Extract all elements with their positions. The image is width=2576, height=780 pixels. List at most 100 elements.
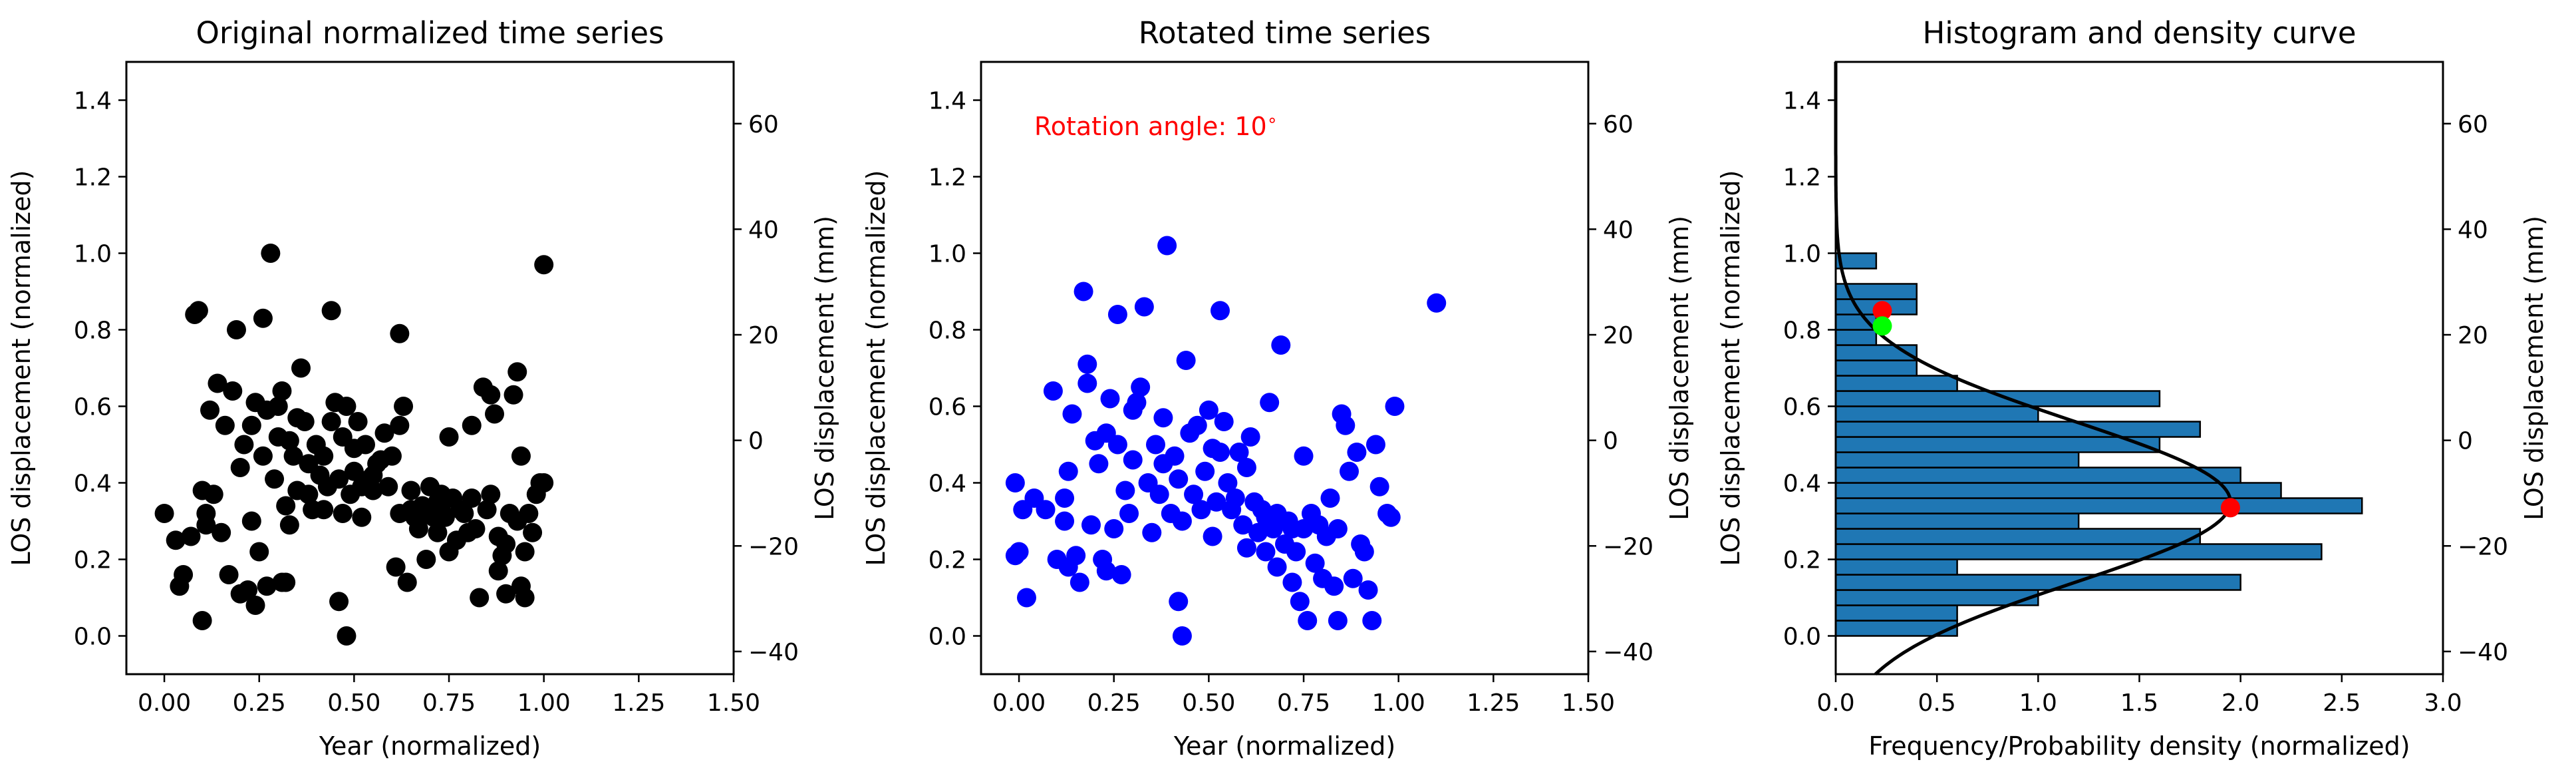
data-point bbox=[439, 427, 459, 447]
y-tick-label: 1.2 bbox=[1783, 164, 1821, 192]
chart-title: Histogram and density curve bbox=[1922, 15, 2356, 51]
data-point bbox=[1115, 481, 1135, 500]
data-point bbox=[1320, 488, 1340, 508]
y-tick-label: 0.6 bbox=[74, 394, 112, 421]
data-point bbox=[1210, 443, 1230, 462]
y2-tick-label: 40 bbox=[2458, 216, 2488, 244]
y-tick-label: 0.2 bbox=[74, 547, 112, 574]
y-tick-label: 1.0 bbox=[929, 241, 966, 268]
data-point bbox=[291, 358, 311, 378]
curve-marker bbox=[2220, 498, 2240, 518]
data-point bbox=[181, 526, 201, 546]
y2-axis-label: LOS displacement (mm) bbox=[810, 216, 839, 520]
data-point bbox=[1203, 526, 1222, 546]
data-point bbox=[283, 446, 303, 466]
data-point bbox=[1225, 488, 1245, 508]
data-point bbox=[295, 412, 315, 431]
y2-tick-label: 0 bbox=[748, 428, 764, 455]
data-point bbox=[462, 488, 482, 508]
data-point bbox=[1358, 580, 1378, 600]
data-point bbox=[1043, 381, 1063, 401]
data-point bbox=[241, 511, 261, 531]
x-tick-label: 0.5 bbox=[1918, 689, 1956, 717]
axes-frame bbox=[980, 61, 1590, 676]
x-tick-label: 0.00 bbox=[992, 689, 1046, 717]
data-point bbox=[321, 301, 341, 321]
histogram-bar bbox=[1834, 497, 2363, 514]
data-point bbox=[363, 481, 383, 500]
data-point bbox=[1294, 446, 1314, 466]
data-point bbox=[1248, 522, 1268, 542]
data-point bbox=[488, 561, 508, 581]
data-point bbox=[188, 301, 208, 321]
data-point bbox=[1369, 477, 1389, 496]
data-point bbox=[223, 381, 243, 401]
data-point bbox=[276, 496, 296, 516]
data-point bbox=[279, 515, 299, 535]
histogram-bar bbox=[1834, 436, 2161, 453]
data-point bbox=[397, 572, 417, 592]
y-tick-label: 0.8 bbox=[1783, 317, 1821, 345]
data-point bbox=[238, 580, 258, 600]
y2-tick-label: 60 bbox=[2458, 111, 2488, 138]
data-point bbox=[1427, 293, 1447, 313]
y-tick-label: 1.4 bbox=[1783, 88, 1821, 115]
data-point bbox=[1107, 435, 1127, 455]
data-point bbox=[215, 415, 235, 435]
axes-frame bbox=[125, 61, 735, 676]
data-point bbox=[321, 412, 341, 431]
y-axis-label: LOS displacement (normalized) bbox=[1716, 170, 1745, 566]
data-point bbox=[1354, 542, 1374, 562]
chart-title: Original normalized time series bbox=[196, 15, 664, 51]
x-tick-label: 1.25 bbox=[1467, 689, 1520, 717]
x-tick-label: 1.25 bbox=[612, 689, 665, 717]
data-point bbox=[1165, 446, 1185, 466]
data-point bbox=[1142, 522, 1162, 542]
data-point bbox=[1236, 458, 1256, 477]
data-point bbox=[470, 588, 490, 608]
data-point bbox=[1385, 397, 1405, 416]
y-tick-label: 0.4 bbox=[74, 471, 112, 498]
x-tick-label: 0.25 bbox=[233, 689, 286, 717]
data-point bbox=[401, 481, 421, 500]
x-tick-label: 3.0 bbox=[2424, 689, 2462, 717]
data-point bbox=[1236, 538, 1256, 558]
data-point bbox=[1149, 485, 1169, 504]
data-point bbox=[261, 244, 281, 263]
data-point bbox=[1267, 557, 1287, 577]
data-point bbox=[378, 477, 398, 496]
data-point bbox=[1100, 389, 1120, 409]
y2-tick-label: 0 bbox=[1603, 428, 1618, 455]
x-tick-label: 0.0 bbox=[1816, 689, 1854, 717]
x-tick-label: 0.25 bbox=[1087, 689, 1141, 717]
data-point bbox=[1073, 282, 1093, 301]
data-point bbox=[253, 446, 273, 466]
y2-tick-label: 20 bbox=[748, 322, 779, 349]
data-point bbox=[1089, 454, 1109, 474]
x-tick-label: 1.50 bbox=[707, 689, 760, 717]
data-point bbox=[1294, 519, 1314, 538]
data-point bbox=[1362, 611, 1382, 630]
y-tick-label: 1.4 bbox=[74, 88, 112, 115]
histogram-bar bbox=[1834, 543, 2323, 560]
data-point bbox=[1271, 335, 1291, 355]
y2-tick-label: 60 bbox=[1603, 111, 1634, 138]
data-point bbox=[1009, 542, 1029, 562]
data-point bbox=[1104, 519, 1124, 538]
data-point bbox=[1298, 611, 1318, 630]
data-point bbox=[1157, 236, 1177, 256]
data-point bbox=[523, 522, 543, 542]
y-tick-label: 1.2 bbox=[74, 164, 112, 192]
y2-tick-label: −20 bbox=[1603, 533, 1653, 560]
data-point bbox=[1229, 443, 1249, 462]
data-point bbox=[1207, 492, 1226, 512]
y-tick-label: 0.0 bbox=[929, 624, 966, 651]
y2-axis-label: LOS displacement (mm) bbox=[2519, 216, 2549, 520]
x-axis-label: Year (normalized) bbox=[1173, 731, 1395, 761]
y2-tick-label: 20 bbox=[1603, 322, 1634, 349]
data-point bbox=[1195, 461, 1215, 481]
data-point bbox=[1145, 435, 1165, 455]
panel-histogram-density: 0.0 0.5 1.0 1.5 2.0 2.5 3.0 0.0 0.2 0.4 0.6 0.8 1.0 1… bbox=[1716, 15, 2549, 761]
y-tick-label: 0.2 bbox=[1783, 547, 1821, 574]
y-tick-label: 0.6 bbox=[1783, 394, 1821, 421]
